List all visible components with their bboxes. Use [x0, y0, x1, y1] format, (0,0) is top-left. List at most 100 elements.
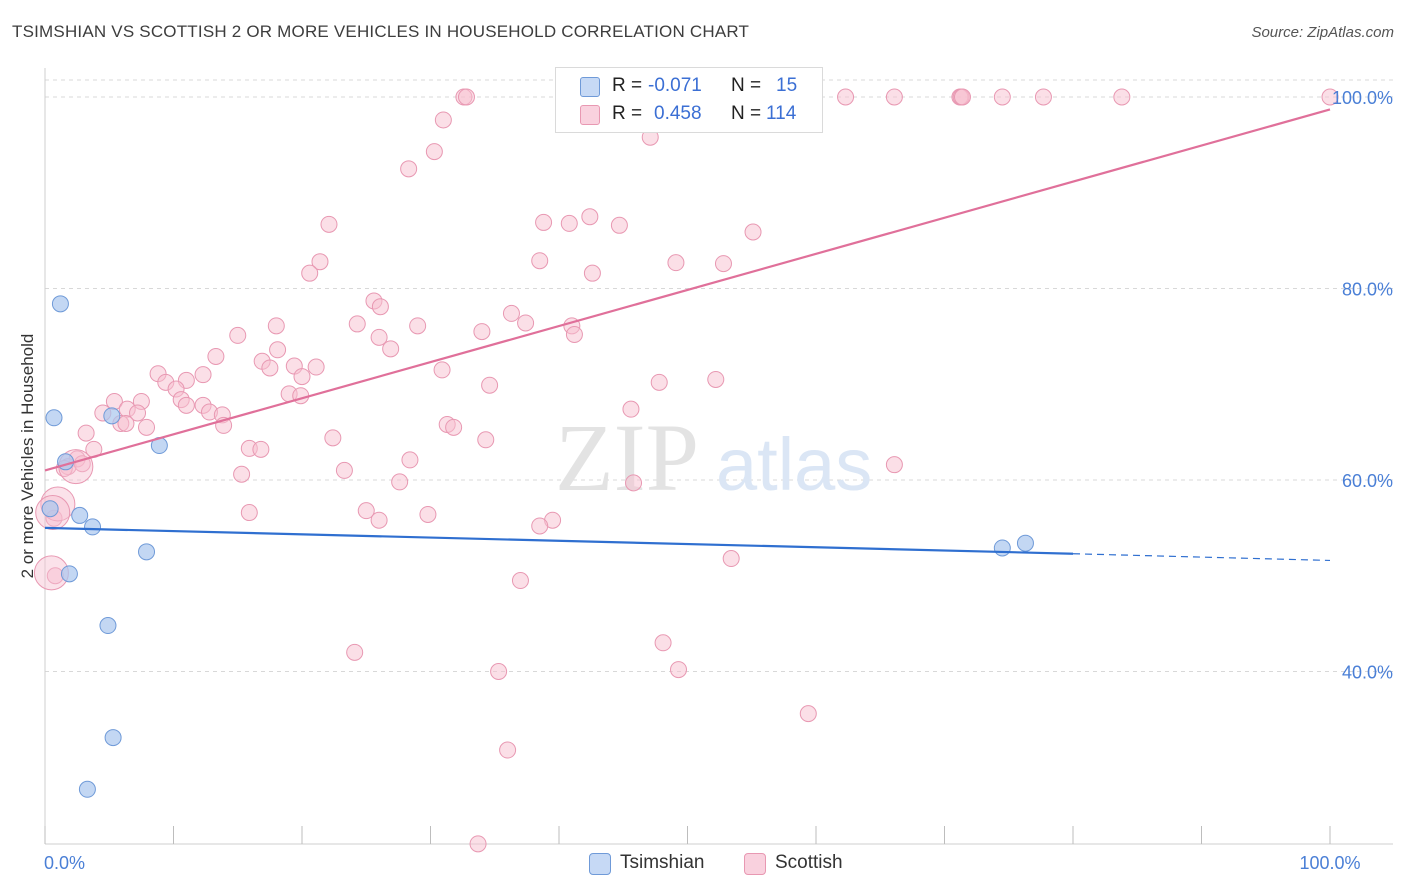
y-tick-label: 40.0% [1342, 663, 1393, 683]
legend-r-label: R = [612, 75, 643, 96]
scottish-point [433, 361, 451, 379]
watermark: ZIP atlas [555, 404, 872, 511]
scottish-point [267, 317, 285, 335]
scottish-point [240, 504, 258, 522]
scottish-point [1113, 88, 1131, 106]
tsimshian-point [78, 780, 96, 798]
trend-lines [44, 108, 1331, 562]
correlation-legend: R = -0.071 N = 15 R = 0.458 N = 114 [555, 67, 823, 133]
scottish-point [511, 572, 529, 590]
scottish-point [517, 314, 535, 332]
scottish-point [419, 505, 437, 523]
scottish-point [261, 359, 279, 377]
scottish-point [583, 264, 601, 282]
scottish-point [565, 325, 583, 343]
scottish-point [129, 404, 147, 422]
scottish-point [722, 550, 740, 568]
scottish-point [481, 376, 499, 394]
tsimshian-point [60, 565, 78, 583]
chart-source: Source: ZipAtlas.com [1251, 24, 1394, 41]
scottish-point [409, 317, 427, 335]
tsimshian-swatch [589, 853, 611, 875]
x-tick-label: 100.0% [1299, 853, 1360, 873]
scottish-point [581, 208, 599, 226]
scottish-point [1321, 88, 1339, 106]
tsimshian-point [104, 729, 122, 747]
scottish-point [799, 705, 817, 723]
scottish-point [667, 254, 685, 272]
scottish-point [391, 473, 409, 491]
legend-n-value: 15 [776, 75, 798, 96]
watermark-atlas: atlas [716, 423, 872, 506]
scottish-point [650, 373, 668, 391]
scottish-point [535, 213, 553, 231]
scottish-point [714, 255, 732, 273]
scottish-point [371, 298, 389, 316]
scottish-point [117, 415, 135, 433]
scottish-point [370, 511, 388, 529]
scottish-point [357, 502, 375, 520]
x-tick-label: 0.0% [44, 853, 85, 873]
scottish-point [993, 88, 1011, 106]
tsimshian-point [45, 409, 63, 427]
tick-labels: 40.0% 60.0% 80.0% 100.0% 0.0% 100.0% [44, 88, 1393, 873]
scottish-point [654, 634, 672, 652]
scottish-point [177, 396, 195, 414]
chart-title: TSIMSHIAN VS SCOTTISH 2 OR MORE VEHICLES… [12, 22, 750, 41]
legend-label-tsimshian: Tsimshian [620, 852, 705, 873]
scottish-point [138, 418, 156, 436]
tsimshian-point [993, 539, 1011, 557]
scottish-point [490, 663, 508, 680]
scottish-point [233, 465, 251, 483]
scottish-point [473, 323, 491, 341]
scottish-point [434, 111, 452, 129]
scottish-point [370, 328, 388, 346]
tsimshian-swatch [580, 77, 600, 97]
scottish-point [301, 264, 319, 282]
scottish-point [382, 340, 400, 358]
scottish-point [610, 216, 628, 234]
scottish-point [311, 253, 329, 271]
scottish-point [457, 88, 475, 106]
scottish-point [292, 387, 310, 405]
scottish-swatch [744, 853, 766, 875]
tsimshian-point [57, 453, 75, 471]
scottish-swatch [580, 105, 600, 125]
scottish-point [1034, 88, 1052, 106]
scottish-point [207, 347, 225, 365]
y-tick-label: 80.0% [1342, 280, 1393, 300]
legend-label-scottish: Scottish [775, 852, 843, 873]
tsimshian-trend-extension [1072, 553, 1331, 562]
tsimshian-point [51, 295, 69, 313]
scottish-point [348, 315, 366, 333]
scottish-point [229, 326, 247, 344]
scottish-point [622, 400, 640, 418]
scottish-point [744, 223, 762, 241]
scottish-point [320, 215, 338, 233]
scottish-point [77, 424, 95, 442]
watermark-zip: ZIP [555, 404, 699, 511]
scottish-point [707, 370, 725, 388]
scottish-point [425, 143, 443, 161]
legend-r-value: -0.071 [648, 75, 702, 96]
scottish-point [477, 431, 495, 449]
tsimshian-point [41, 500, 59, 518]
tsimshian-trend-line [44, 526, 1074, 555]
scottish-point [885, 456, 903, 474]
tsimshian-point [71, 506, 89, 524]
scottish-point [324, 429, 342, 447]
legend-n-label: N = [731, 75, 762, 96]
data-points [33, 88, 1339, 853]
scottish-point [445, 418, 463, 436]
scottish-trend-line [44, 108, 1331, 472]
tsimshian-point [103, 407, 121, 425]
scottish-point [400, 160, 418, 178]
legend-r-value: 0.458 [654, 103, 702, 124]
scottish-point [560, 214, 578, 232]
legend-n-label: N = [731, 103, 762, 124]
scottish-point [335, 461, 353, 479]
scottish-point [499, 741, 517, 759]
scottish-point [307, 358, 325, 376]
scottish-point [401, 451, 419, 469]
